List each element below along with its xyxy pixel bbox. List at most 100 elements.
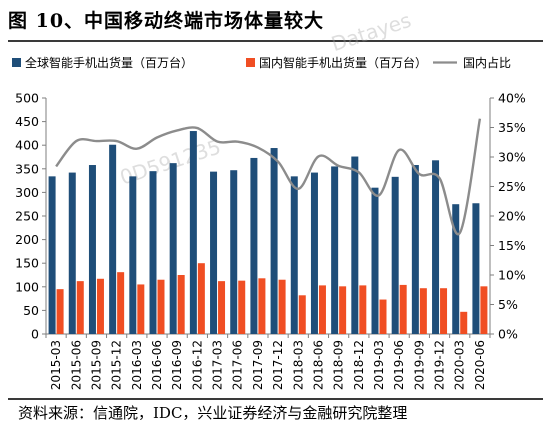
legend-swatch-global	[12, 58, 21, 67]
x-tick-label: 2019-09	[412, 340, 426, 390]
x-tick-label: 2015-06	[69, 340, 83, 390]
y-tick-label: 150	[15, 256, 39, 271]
bar-domestic	[480, 286, 488, 334]
bar-domestic	[379, 299, 387, 334]
title-divider	[8, 40, 543, 42]
bar-global	[169, 163, 177, 334]
bar-domestic	[117, 272, 125, 334]
y-tick-label: 500	[15, 91, 39, 106]
bar-global	[189, 131, 197, 334]
bar-domestic	[359, 285, 367, 334]
bar-global	[331, 166, 339, 334]
figure-title: 图 10、中国移动终端市场体量较大	[8, 10, 325, 32]
bar-global	[472, 203, 480, 334]
bar-domestic	[177, 275, 185, 334]
x-tick-label: 2018-03	[291, 340, 305, 390]
x-tick-label: 2019-06	[392, 340, 406, 390]
bar-global	[452, 204, 460, 334]
x-tick-label: 2016-09	[170, 340, 184, 390]
bar-domestic	[157, 279, 165, 334]
bar-domestic	[76, 281, 84, 334]
source-divider	[8, 398, 543, 400]
bar-global	[68, 172, 76, 334]
bar-domestic	[460, 311, 468, 334]
bar-global	[371, 187, 379, 334]
bar-global	[270, 148, 278, 334]
y-tick-label: 350	[15, 161, 39, 176]
chart-tick-labels: 0 50 100 150 200 250 300 350 400 450 500 0% 5% 10% 15%…	[15, 91, 526, 391]
bar-domestic	[96, 278, 104, 334]
bar-domestic	[339, 286, 347, 334]
bar-global	[149, 171, 157, 334]
bar-global	[88, 165, 96, 334]
bar-domestic	[137, 284, 145, 334]
legend-swatch-domestic	[246, 58, 255, 67]
y-tick-label: 300	[15, 185, 39, 200]
y-tick-label: 100	[15, 279, 39, 294]
y-tick-label: 50	[23, 303, 39, 318]
shipment-chart: 全球智能手机出货量（百万台） 国内智能手机出货量（百万台） 国内占比 0 50 100 1…	[12, 55, 526, 391]
bar-domestic	[197, 263, 205, 334]
y2-tick-label: 15%	[498, 238, 526, 253]
legend-label: 国内占比	[463, 55, 511, 70]
x-tick-label: 2017-12	[271, 340, 285, 390]
y2-tick-label: 20%	[498, 209, 526, 224]
bar-domestic	[318, 285, 326, 334]
y2-tick-label: 25%	[498, 179, 526, 194]
legend-label: 国内智能手机出货量（百万台）	[259, 55, 427, 70]
y2-tick-label: 35%	[498, 120, 526, 135]
bar-domestic	[440, 288, 448, 334]
bar-domestic	[238, 280, 246, 334]
bar-global	[129, 176, 137, 334]
x-tick-label: 2018-12	[352, 340, 366, 390]
y-tick-label: 450	[15, 114, 39, 129]
bar-global	[432, 160, 440, 334]
bar-global	[391, 176, 399, 334]
bar-domestic	[298, 295, 306, 334]
y-tick-label: 200	[15, 232, 39, 247]
x-tick-label: 2015-03	[49, 340, 63, 390]
share-line	[55, 118, 482, 236]
x-tick-label: 2019-12	[433, 340, 447, 390]
y2-tick-label: 0%	[498, 327, 518, 342]
bar-global	[250, 157, 258, 334]
x-tick-label: 2016-06	[150, 340, 164, 390]
x-tick-label: 2017-09	[251, 340, 265, 390]
x-tick-label: 2016-03	[130, 340, 144, 390]
bar-domestic	[399, 284, 407, 334]
x-tick-label: 2019-03	[372, 340, 386, 390]
x-tick-label: 2020-06	[473, 340, 487, 390]
bar-global	[48, 176, 56, 334]
source-note: 资料来源：信通院，IDC，兴业证券经济与金融研究院整理	[18, 404, 408, 422]
bar-global	[210, 171, 218, 334]
chart-share-line	[55, 118, 482, 236]
x-tick-label: 2015-09	[89, 340, 103, 390]
x-tick-label: 2016-12	[190, 340, 204, 390]
bar-domestic	[258, 278, 266, 334]
bar-global	[109, 144, 117, 334]
bar-global	[351, 156, 359, 334]
chart-bars	[48, 131, 488, 334]
bar-domestic	[419, 288, 427, 334]
y2-tick-label: 10%	[498, 268, 526, 283]
x-tick-label: 2018-06	[311, 340, 325, 390]
x-tick-label: 2018-09	[332, 340, 346, 390]
y2-tick-label: 5%	[498, 297, 518, 312]
bar-domestic	[218, 281, 226, 334]
y-tick-label: 250	[15, 209, 39, 224]
y-tick-label: 0	[31, 327, 39, 342]
bar-domestic	[56, 289, 64, 334]
x-tick-label: 2017-03	[211, 340, 225, 390]
legend-label: 全球智能手机出货量（百万台）	[25, 55, 193, 70]
x-tick-label: 2020-03	[453, 340, 467, 390]
bar-domestic	[278, 279, 286, 334]
bar-global	[411, 165, 419, 334]
bar-global	[310, 172, 318, 334]
y2-tick-label: 30%	[498, 150, 526, 165]
bar-global	[230, 170, 238, 334]
chart-legend: 全球智能手机出货量（百万台） 国内智能手机出货量（百万台） 国内占比	[12, 55, 511, 70]
y2-tick-label: 40%	[498, 91, 526, 106]
x-tick-label: 2017-06	[231, 340, 245, 390]
bar-global	[290, 176, 298, 334]
x-tick-label: 2015-12	[110, 340, 124, 390]
